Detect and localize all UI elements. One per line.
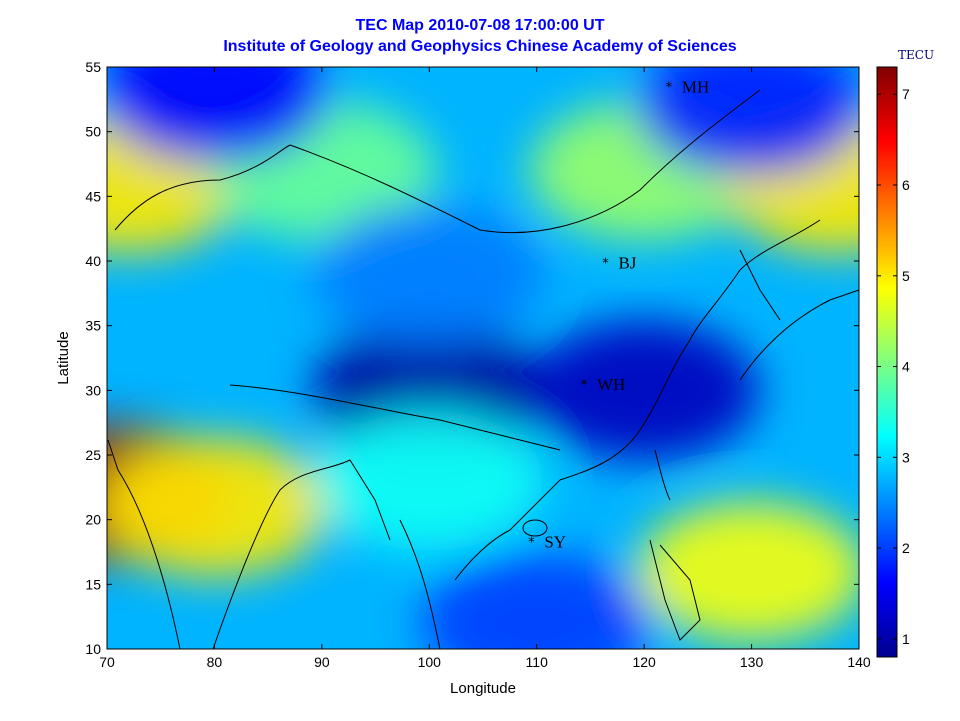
station-marker: * xyxy=(581,378,588,393)
colorbar-tick-label: 2 xyxy=(902,540,910,556)
mongolia-border xyxy=(289,89,761,234)
x-tick-label: 90 xyxy=(314,654,330,670)
colorbar-unit-label: TECU xyxy=(898,48,935,62)
station-marker: * xyxy=(602,256,609,271)
tec-region-12 xyxy=(636,67,859,176)
tec-region-7 xyxy=(529,320,760,461)
y-tick-label: 40 xyxy=(85,253,101,269)
tec-region-9 xyxy=(636,501,859,642)
korea-peninsula xyxy=(739,249,781,321)
x-axis-label: Longitude xyxy=(450,680,516,697)
x-tick-label: 80 xyxy=(207,654,223,670)
plot-area: * MH * BJ * WH * SY xyxy=(106,66,860,650)
y-tick-label: 35 xyxy=(85,318,101,334)
tec-region-10 xyxy=(421,553,652,649)
chart-title: TEC Map 2010-07-08 17:00:00 UT xyxy=(355,17,605,34)
y-tick-label: 50 xyxy=(85,124,101,140)
x-tick-label: 130 xyxy=(740,654,764,670)
colorbar-tick-label: 7 xyxy=(902,86,910,102)
station-label: BJ xyxy=(618,253,636,272)
colorbar: 1 2 3 4 5 6 7 xyxy=(876,66,910,658)
y-tick-label: 30 xyxy=(85,382,101,398)
india-west-coast xyxy=(107,439,181,649)
central-asia-border xyxy=(114,144,291,231)
taiwan-island xyxy=(654,449,671,501)
colorbar-tick-label: 3 xyxy=(902,449,910,465)
x-tick-label: 140 xyxy=(847,654,871,670)
colorbar-tick-label: 6 xyxy=(902,177,910,193)
y-tick-label: 15 xyxy=(85,576,101,592)
y-tick-label: 20 xyxy=(85,512,101,528)
tec-region-8 xyxy=(314,203,545,344)
x-tick-label: 120 xyxy=(632,654,656,670)
y-tick-label: 55 xyxy=(85,59,101,75)
y-tick-label: 45 xyxy=(85,188,101,204)
station-label: WH xyxy=(597,375,625,394)
station-marker: * xyxy=(528,536,535,551)
hainan-island xyxy=(522,519,548,537)
colorbar-tick-label: 1 xyxy=(902,631,910,647)
colorbar-gradient xyxy=(876,66,898,658)
axes: 70 80 90 100 110 120 130 140 10 15 20 25 30 35 40 45 50… xyxy=(85,59,870,670)
tec-region-1 xyxy=(107,436,330,577)
himalaya-border xyxy=(229,384,561,451)
tec-region-13 xyxy=(314,410,545,551)
india-east-coast xyxy=(212,459,391,649)
indochina-coast xyxy=(454,429,641,581)
y-axis-label: Latitude xyxy=(55,331,72,384)
coastline-outlines xyxy=(107,89,859,649)
chart-subtitle: Institute of Geology and Geophysics Chin… xyxy=(223,38,737,55)
colorbar-tick-label: 4 xyxy=(902,359,910,375)
japan-islands xyxy=(739,289,859,381)
colorbar-tick-label: 5 xyxy=(902,268,910,284)
china-east-coast xyxy=(639,219,821,431)
malay-peninsula xyxy=(399,519,441,649)
tec-region-11 xyxy=(107,67,330,163)
x-tick-label: 70 xyxy=(99,654,115,670)
x-tick-label: 110 xyxy=(526,654,549,670)
plot-frame xyxy=(106,66,860,650)
station-label: SY xyxy=(544,533,566,552)
y-tick-label: 25 xyxy=(85,447,101,463)
station-label: MH xyxy=(682,77,709,96)
philippines-islands xyxy=(649,539,701,641)
x-tick-label: 100 xyxy=(418,654,442,670)
station-marker: * xyxy=(666,80,673,95)
y-tick-label: 10 xyxy=(85,641,101,657)
